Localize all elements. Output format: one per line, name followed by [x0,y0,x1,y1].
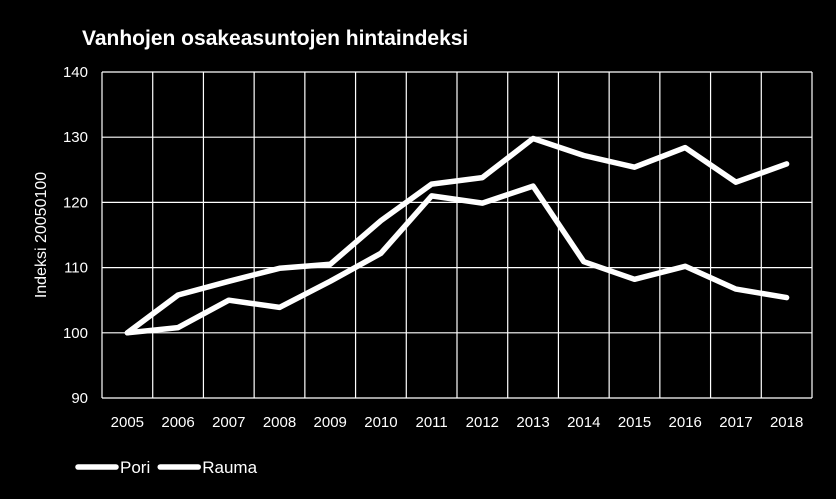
y-tick-label: 90 [71,390,88,407]
x-tick-label: 2015 [618,414,651,431]
y-tick-label: 120 [63,194,88,211]
series-lines [124,135,790,336]
y-axis-ticks: 90 100 110 120 130 140 [63,64,88,407]
x-tick-label: 2010 [364,414,397,431]
x-tick-label: 2012 [466,414,499,431]
x-axis-ticks: 2005 2006 2007 2008 2009 2010 2011 2012 2013 2014… [111,414,804,431]
x-tick-label: 2006 [161,414,194,431]
y-tick-label: 130 [63,129,88,146]
x-tick-label: 2017 [719,414,752,431]
legend-label-pori: Pori [120,458,150,477]
x-tick-label: 2011 [416,414,448,431]
gridlines [101,71,813,399]
series-line-rauma [124,183,790,336]
x-tick-label: 2008 [263,414,296,431]
x-tick-label: 2005 [111,414,144,431]
x-tick-label: 2007 [212,414,245,431]
y-tick-label: 100 [63,325,88,342]
x-tick-label: 2016 [669,414,702,431]
legend-label-rauma: Rauma [202,458,257,477]
chart-title: Vanhojen osakeasuntojen hintaindeksi [82,27,468,50]
x-tick-label: 2018 [770,414,803,431]
y-tick-label: 140 [63,64,88,81]
x-tick-label: 2013 [516,414,549,431]
legend: Pori Rauma [75,458,258,477]
y-axis-label: Indeksi 20050100 [33,172,50,298]
y-tick-label: 110 [64,260,88,277]
x-tick-label: 2014 [567,414,600,431]
series-line-pori [124,135,790,336]
x-tick-label: 2009 [314,414,347,431]
